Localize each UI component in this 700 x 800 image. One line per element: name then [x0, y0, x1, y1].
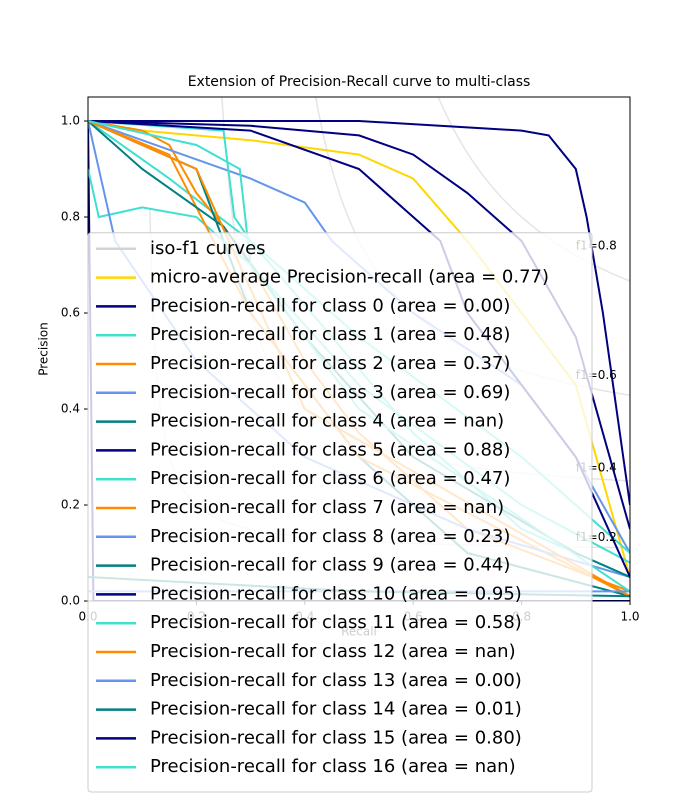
legend-label: Precision-recall for class 13 (area = 0.…: [150, 670, 522, 691]
legend-label: Precision-recall for class 11 (area = 0.…: [150, 612, 522, 633]
legend-label: Precision-recall for class 2 (area = 0.3…: [150, 353, 510, 374]
legend-label: Precision-recall for class 15 (area = 0.…: [150, 727, 522, 748]
y-tick-label: 0.2: [61, 498, 80, 512]
legend-label: Precision-recall for class 6 (area = 0.4…: [150, 468, 510, 489]
y-tick-label: 0.6: [61, 306, 80, 320]
legend-label: Precision-recall for class 3 (area = 0.6…: [150, 382, 510, 403]
legend-label: iso-f1 curves: [150, 238, 266, 259]
y-tick-label: 0.4: [61, 402, 80, 416]
legend-label: Precision-recall for class 4 (area = nan…: [150, 411, 504, 432]
legend-label: Precision-recall for class 5 (area = 0.8…: [150, 439, 510, 460]
legend-label: Precision-recall for class 16 (area = na…: [150, 756, 516, 777]
legend: iso-f1 curves micro-average Precision-rec…: [87, 232, 593, 793]
legend-label: Precision-recall for class 12 (area = na…: [150, 641, 516, 662]
legend-label: Precision-recall for class 10 (area = 0.…: [150, 583, 522, 604]
legend-label: Precision-recall for class 1 (area = 0.4…: [150, 324, 510, 345]
legend-label: Precision-recall for class 8 (area = 0.2…: [150, 526, 510, 547]
chart-title: Extension of Precision-Recall curve to m…: [188, 74, 531, 90]
pr-curve: [88, 120, 630, 506]
y-tick-label: 1.0: [61, 114, 80, 128]
legend-label: micro-average Precision-recall (area = 0…: [150, 267, 549, 288]
legend-label: Precision-recall for class 14 (area = 0.…: [150, 699, 522, 720]
y-tick-label: 0.8: [61, 210, 80, 224]
legend-box: [87, 232, 593, 793]
y-tick-label: 0.0: [61, 594, 80, 608]
y-axis-label: Precision: [37, 322, 51, 376]
legend-label: Precision-recall for class 0 (area = 0.0…: [150, 295, 510, 316]
legend-label: Precision-recall for class 9 (area = 0.4…: [150, 555, 510, 576]
x-tick-label: 1.0: [620, 610, 639, 624]
legend-label: Precision-recall for class 7 (area = nan…: [150, 497, 504, 518]
